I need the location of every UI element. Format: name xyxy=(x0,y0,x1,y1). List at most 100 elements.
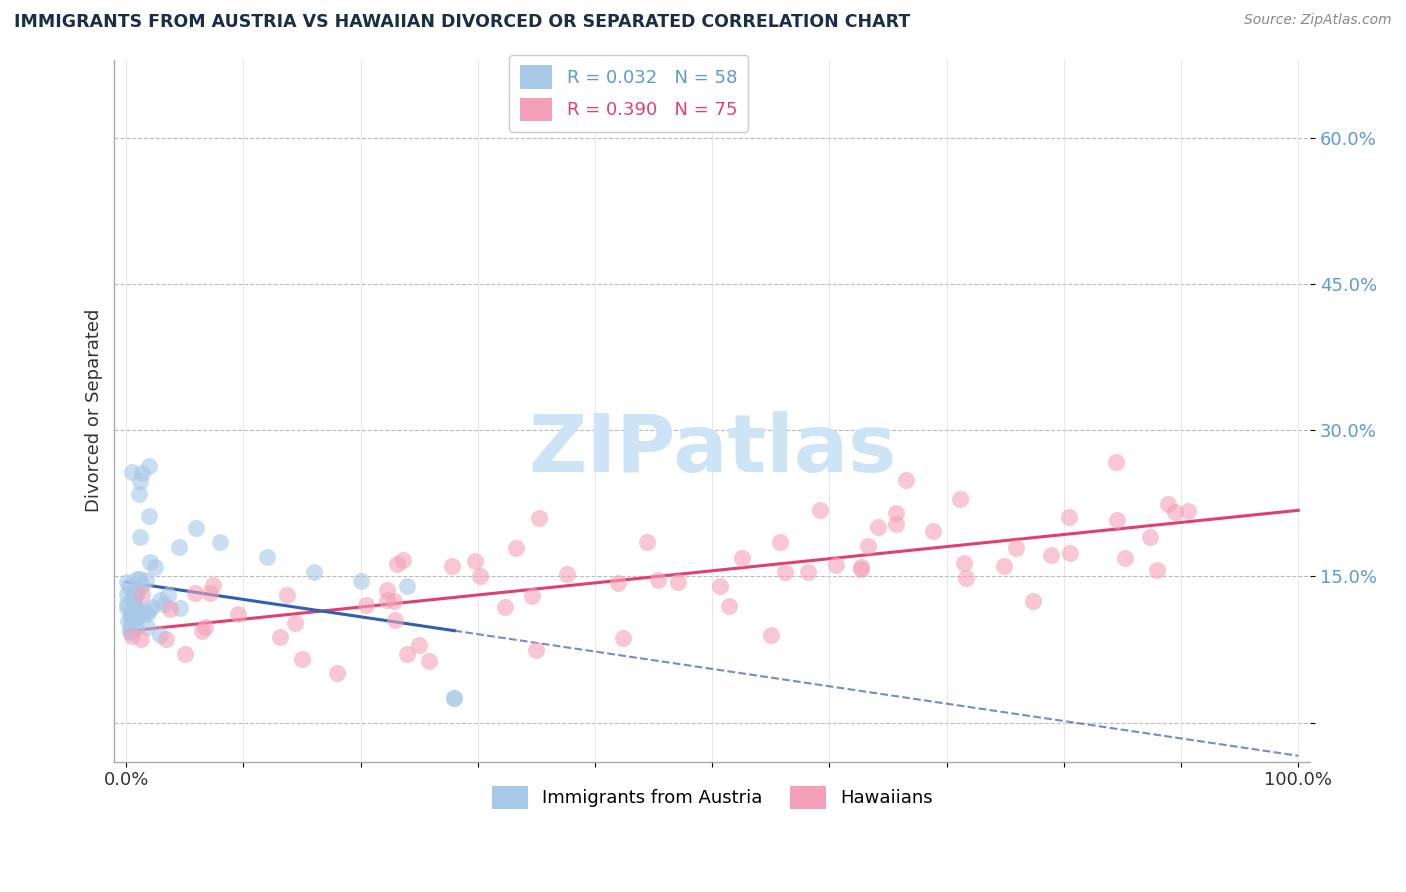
Point xyxy=(302,565,325,579)
Point xyxy=(120,617,142,632)
Point xyxy=(395,647,418,661)
Point xyxy=(955,571,977,585)
Point xyxy=(138,508,160,523)
Point xyxy=(269,630,291,644)
Point xyxy=(186,521,208,535)
Point xyxy=(1105,455,1128,469)
Point xyxy=(138,458,160,473)
Point xyxy=(418,654,440,668)
Point xyxy=(184,586,207,600)
Point xyxy=(127,609,149,624)
Point xyxy=(1157,497,1180,511)
Point xyxy=(127,610,149,624)
Text: ZIPatlas: ZIPatlas xyxy=(529,410,897,489)
Point xyxy=(226,607,249,621)
Point xyxy=(121,584,143,599)
Point xyxy=(1107,513,1129,527)
Point xyxy=(135,573,157,587)
Point xyxy=(136,607,159,622)
Point xyxy=(375,593,398,607)
Point xyxy=(1059,546,1081,560)
Point xyxy=(921,524,943,538)
Point xyxy=(385,558,408,572)
Point xyxy=(128,487,150,501)
Point xyxy=(167,540,190,554)
Legend: Immigrants from Austria, Hawaiians: Immigrants from Austria, Hawaiians xyxy=(485,779,941,816)
Text: IMMIGRANTS FROM AUSTRIA VS HAWAIIAN DIVORCED OR SEPARATED CORRELATION CHART: IMMIGRANTS FROM AUSTRIA VS HAWAIIAN DIVO… xyxy=(14,13,910,31)
Point xyxy=(468,568,491,582)
Point xyxy=(1021,594,1043,608)
Text: Source: ZipAtlas.com: Source: ZipAtlas.com xyxy=(1244,13,1392,28)
Point xyxy=(866,519,889,533)
Point xyxy=(396,579,419,593)
Point xyxy=(666,574,689,589)
Point xyxy=(256,549,278,564)
Point xyxy=(775,565,797,579)
Point xyxy=(145,559,167,574)
Point xyxy=(1146,563,1168,577)
Point xyxy=(125,604,148,618)
Point xyxy=(993,558,1015,573)
Point xyxy=(769,534,792,549)
Point xyxy=(494,599,516,614)
Point xyxy=(138,555,160,569)
Point xyxy=(505,541,527,556)
Point xyxy=(118,579,141,593)
Point xyxy=(135,620,157,634)
Point xyxy=(129,530,152,544)
Point xyxy=(121,465,143,479)
Point xyxy=(149,628,172,642)
Point xyxy=(117,614,139,628)
Point xyxy=(1164,505,1187,519)
Point xyxy=(173,648,195,662)
Point xyxy=(1114,551,1136,566)
Point xyxy=(953,556,976,570)
Point xyxy=(1139,530,1161,544)
Point xyxy=(155,632,177,647)
Point xyxy=(520,590,543,604)
Point xyxy=(441,558,464,573)
Point xyxy=(1177,504,1199,518)
Point xyxy=(526,642,548,657)
Point xyxy=(796,565,818,579)
Point xyxy=(612,631,634,645)
Point xyxy=(384,614,406,628)
Point xyxy=(759,628,782,642)
Point xyxy=(124,600,146,615)
Point xyxy=(1005,541,1028,556)
Point xyxy=(125,572,148,586)
Point xyxy=(157,588,180,602)
Point xyxy=(117,598,139,612)
Point xyxy=(949,492,972,507)
Point xyxy=(896,473,918,487)
Point xyxy=(131,603,153,617)
Y-axis label: Divorced or Separated: Divorced or Separated xyxy=(86,309,103,512)
Point xyxy=(276,588,298,602)
Point xyxy=(326,666,349,681)
Point xyxy=(375,583,398,598)
Point xyxy=(718,599,741,613)
Point xyxy=(884,516,907,531)
Point xyxy=(124,620,146,634)
Point xyxy=(808,502,831,516)
Point xyxy=(851,562,873,576)
Point xyxy=(709,579,731,593)
Point xyxy=(647,573,669,587)
Point xyxy=(731,550,754,565)
Point xyxy=(117,587,139,601)
Point xyxy=(607,576,630,591)
Point xyxy=(443,691,465,706)
Point xyxy=(122,590,145,604)
Point xyxy=(118,623,141,637)
Point xyxy=(349,574,371,589)
Point xyxy=(408,638,430,652)
Point xyxy=(464,554,486,568)
Point xyxy=(122,591,145,605)
Point xyxy=(291,652,314,666)
Point xyxy=(208,535,231,549)
Point xyxy=(555,566,578,581)
Point xyxy=(131,578,153,592)
Point xyxy=(392,553,415,567)
Point xyxy=(131,587,153,601)
Point xyxy=(169,601,191,615)
